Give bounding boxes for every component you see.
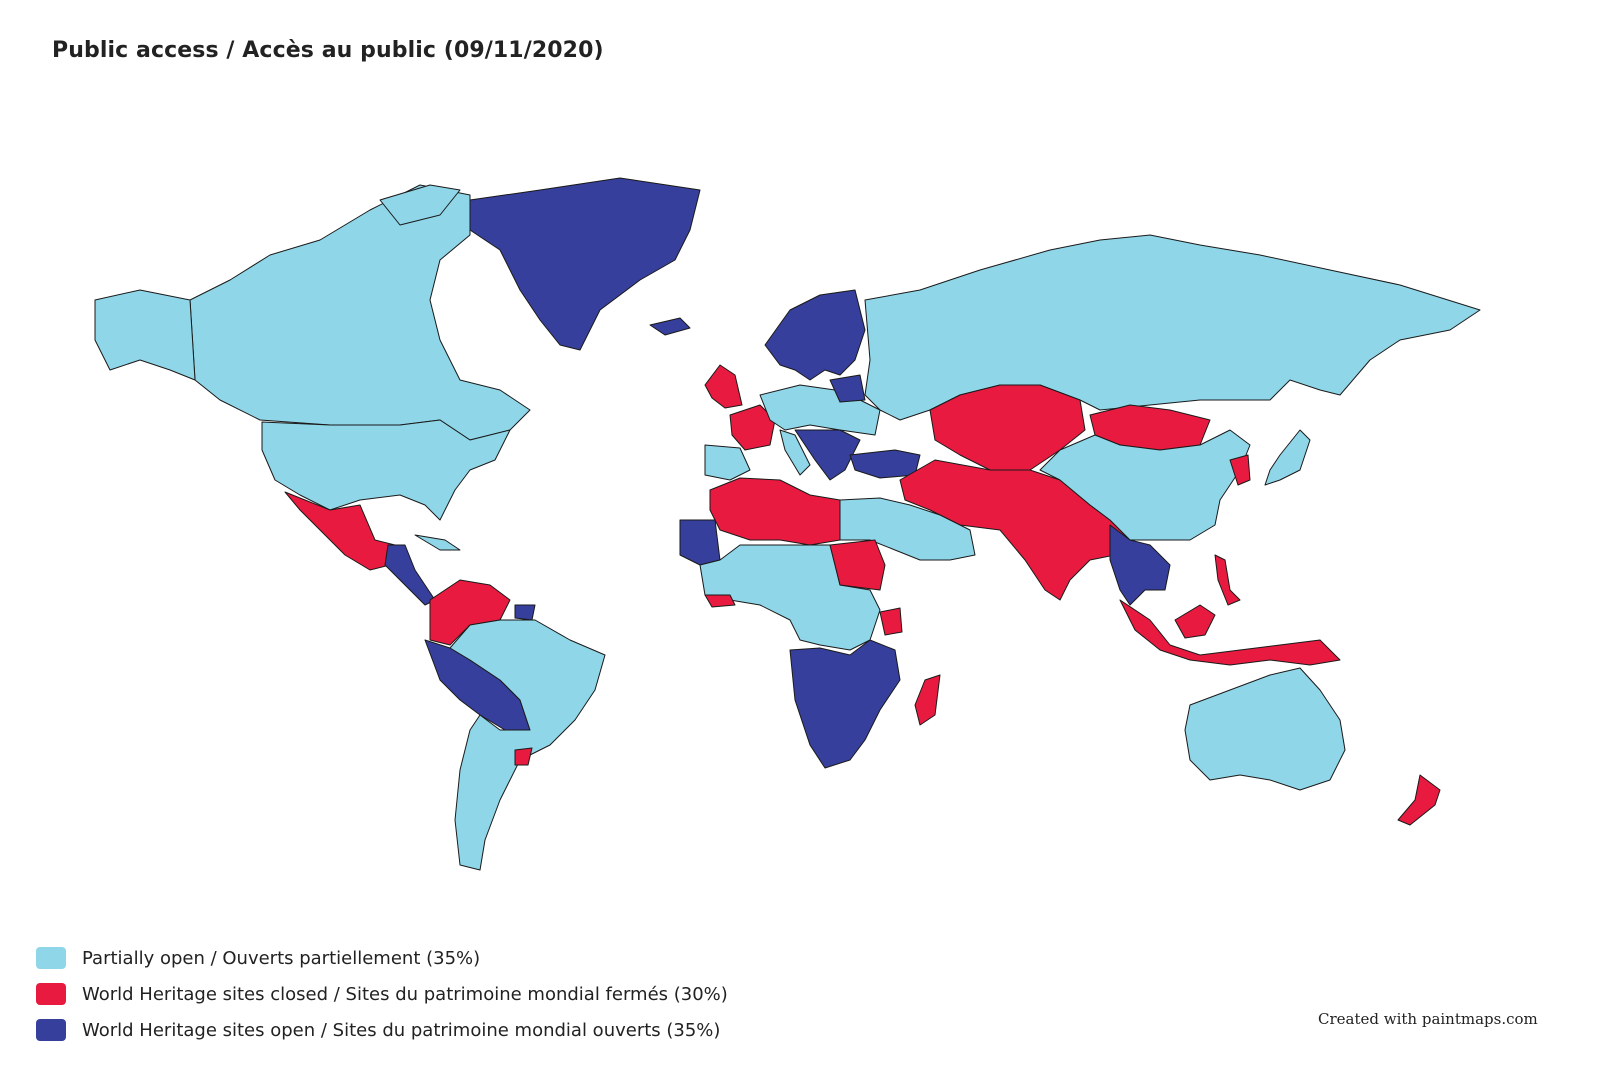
region-sudan <box>829 539 886 591</box>
region-brazil-argentina <box>449 619 606 871</box>
region-philippines <box>1214 554 1241 606</box>
region-madagascar <box>914 674 941 726</box>
legend-item-open: World Heritage sites open / Sites du pat… <box>36 1012 728 1048</box>
legend-label-open: World Heritage sites open / Sites du pat… <box>82 1019 721 1041</box>
legend-item-closed: World Heritage sites closed / Sites du p… <box>36 976 728 1012</box>
map-title: Public access / Accès au public (09/11/2… <box>52 38 604 63</box>
region-china <box>1039 429 1251 541</box>
region-central-america <box>384 544 436 606</box>
region-iceland <box>649 317 691 336</box>
region-southern-africa <box>789 639 901 769</box>
region-kenya <box>879 607 903 636</box>
region-korea <box>1229 454 1251 486</box>
region-west-africa <box>679 519 721 566</box>
region-se-asia <box>1109 524 1171 606</box>
region-uruguay <box>514 747 533 766</box>
region-australia <box>1184 667 1346 791</box>
region-uk-ireland <box>704 364 743 409</box>
region-canada-islands <box>379 184 461 226</box>
region-poland <box>829 374 866 403</box>
region-italy <box>779 429 811 476</box>
region-canada <box>189 184 531 441</box>
legend-swatch-closed <box>36 983 66 1005</box>
region-usa <box>261 419 511 521</box>
credit-text: Created with paintmaps.com <box>1318 1010 1538 1028</box>
region-iberia <box>704 444 751 481</box>
region-central-asia <box>929 384 1086 471</box>
region-indonesia <box>1119 599 1341 666</box>
legend-label-closed: World Heritage sites closed / Sites du p… <box>82 983 728 1005</box>
region-borneo <box>1174 604 1216 639</box>
region-nordic <box>764 289 866 381</box>
region-balkans <box>794 429 861 481</box>
region-gulf-guinea <box>704 594 736 608</box>
legend-swatch-open <box>36 1019 66 1041</box>
region-greenland <box>469 177 701 351</box>
legend-swatch-partial <box>36 947 66 969</box>
region-france <box>729 404 776 451</box>
region-guianas <box>514 604 536 621</box>
region-turkey <box>849 449 921 479</box>
legend: Partially open / Ouverts partiellement (… <box>36 940 728 1048</box>
legend-item-partial: Partially open / Ouverts partiellement (… <box>36 940 728 976</box>
region-new-zealand <box>1397 774 1441 826</box>
region-russia <box>864 234 1481 421</box>
region-caribbean <box>414 534 461 551</box>
region-alaska <box>94 289 196 381</box>
region-egypt-arabia <box>839 497 976 561</box>
legend-label-partial: Partially open / Ouverts partiellement (… <box>82 947 481 969</box>
region-japan <box>1264 429 1311 486</box>
region-north-africa <box>709 477 841 546</box>
